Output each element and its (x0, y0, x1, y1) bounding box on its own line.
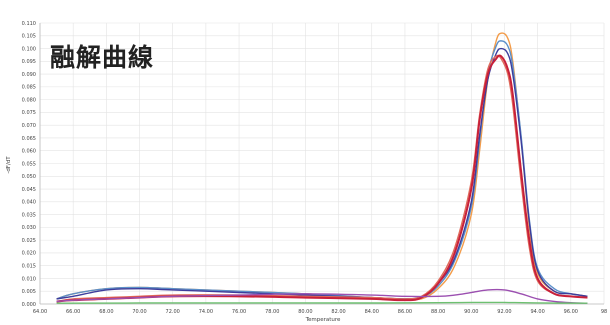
y-tick-label: 0.050 (22, 174, 36, 180)
x-tick-label: 64.00 (33, 309, 47, 315)
x-tick-label: 76.00 (232, 309, 246, 315)
series-line-6 (56, 288, 588, 304)
x-tick-label: 98 (601, 309, 607, 315)
y-tick-label: 0.100 (22, 46, 36, 52)
series-line-5 (56, 54, 588, 303)
x-tick-label: 84.00 (365, 309, 379, 315)
series-line-3 (56, 47, 588, 300)
y-tick-label: 0.045 (22, 187, 36, 193)
y-axis-label: -dF/dT (6, 156, 12, 174)
y-tick-label: 0.090 (22, 72, 36, 78)
y-tick-label: 0.035 (22, 212, 36, 218)
x-tick-label: 74.00 (199, 309, 213, 315)
y-tick-label: 0.105 (22, 34, 36, 40)
x-tick-label: 78.00 (265, 309, 279, 315)
x-tick-label: 94.00 (530, 309, 544, 315)
series-line-2 (56, 40, 588, 300)
chart-title: 融解曲線 (50, 43, 155, 72)
y-tick-label: 0.000 (22, 302, 36, 308)
y-tick-label: 0.085 (22, 85, 36, 91)
y-tick-label: 0.080 (22, 97, 36, 103)
y-tick-label: 0.015 (22, 263, 36, 269)
series-line-4 (56, 54, 588, 303)
x-tick-labels: 64.00 66.00 68.00 70.00 72.00 74.00 76.00 78.00… (33, 309, 607, 315)
y-tick-label: 0.030 (22, 225, 36, 231)
y-tick-label: 0.040 (22, 200, 36, 206)
x-tick-label: 66.00 (66, 309, 80, 315)
y-tick-label: 0.095 (22, 59, 36, 65)
y-tick-label: 0.065 (22, 136, 36, 142)
x-tick-label: 68.00 (99, 309, 113, 315)
x-tick-label: 70.00 (132, 309, 146, 315)
y-tick-label: 0.005 (22, 289, 36, 295)
y-tick-label: 0.070 (22, 123, 36, 129)
x-tick-label: 90.00 (464, 309, 478, 315)
y-tick-label: 0.055 (22, 161, 36, 167)
y-tick-labels: 0.000 0.005 0.010 0.015 0.020 0.025 0.030 0.035… (22, 21, 36, 308)
x-tick-label: 72.00 (166, 309, 180, 315)
y-tick-label: 0.025 (22, 238, 36, 244)
series-lines (56, 32, 588, 304)
x-tick-label: 96.00 (564, 309, 578, 315)
series-line-7 (56, 301, 588, 304)
y-tick-label: 0.020 (22, 251, 36, 257)
x-tick-label: 82.00 (331, 309, 345, 315)
y-tick-label: 0.060 (22, 149, 36, 155)
y-tick-label: 0.010 (22, 276, 36, 282)
grid (39, 22, 605, 305)
y-tick-label: 0.075 (22, 110, 36, 116)
x-tick-label: 80.00 (298, 309, 312, 315)
x-tick-label: 88.00 (431, 309, 445, 315)
x-axis-label: Temperature (305, 317, 341, 323)
x-tick-label: 86.00 (398, 309, 412, 315)
y-tick-label: 0.110 (22, 21, 36, 27)
x-tick-label: 92.00 (497, 309, 511, 315)
